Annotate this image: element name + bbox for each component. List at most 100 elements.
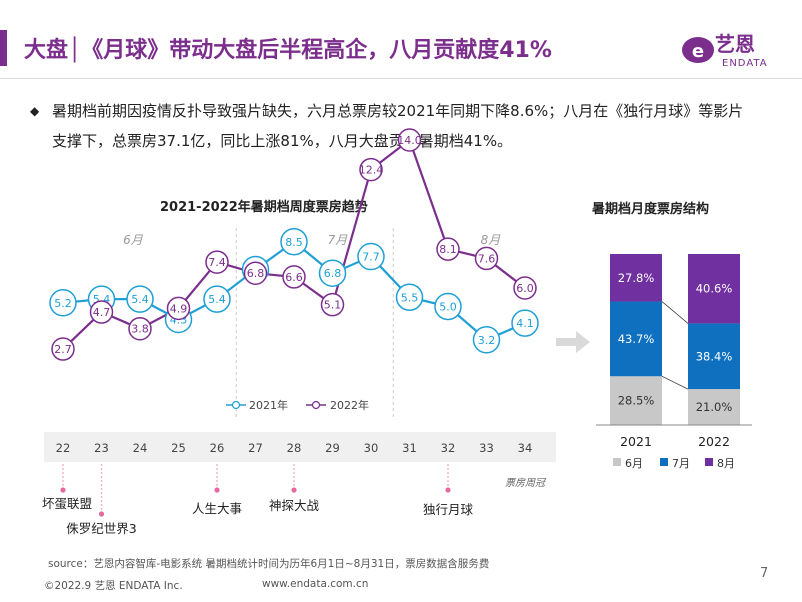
- champion-marker: [60, 487, 66, 493]
- week-tick-label: 28: [287, 441, 302, 455]
- category-label: 2021: [620, 434, 652, 449]
- title-accent-bar: [0, 30, 7, 66]
- diamond-bullet-icon: ◆: [30, 104, 40, 118]
- week-axis-caption: 票房周冠: [505, 477, 547, 489]
- data-label: 5.0: [439, 301, 457, 314]
- week-tick-label: 30: [364, 441, 379, 455]
- week-tick-label: 33: [479, 441, 494, 455]
- segment-label: 21.0%: [696, 400, 733, 414]
- data-label: 6.0: [516, 282, 534, 295]
- data-point: [397, 128, 422, 152]
- data-label: 2.7: [54, 343, 72, 356]
- week-tick-label: 34: [518, 441, 533, 455]
- week-axis-band: [44, 432, 556, 462]
- champion-film-label: 独行月球: [423, 502, 474, 517]
- logo-subtext: ENDATA: [722, 58, 768, 69]
- data-point: [395, 283, 424, 311]
- data-point: [511, 309, 539, 337]
- data-label: 7.4: [208, 256, 226, 269]
- endata-logo-icon: e: [682, 37, 714, 63]
- data-point: [280, 228, 308, 256]
- segment-label: 43.7%: [618, 332, 655, 346]
- legend-swatch: [613, 458, 621, 466]
- stacked-bar-segment: [688, 254, 740, 324]
- champion-marker: [291, 487, 297, 493]
- month-label: 6月: [123, 233, 144, 247]
- header-divider: [0, 78, 802, 79]
- chevron-right-icon: [556, 331, 590, 353]
- category-label: 2022: [698, 434, 730, 449]
- data-label: 5.1: [324, 299, 342, 312]
- data-label: 5.5: [401, 291, 419, 304]
- data-label: 8.1: [439, 243, 457, 256]
- segment-connector: [661, 301, 689, 324]
- champion-marker: [445, 487, 451, 493]
- data-point: [474, 246, 499, 271]
- legend-label: 7月: [672, 457, 690, 470]
- data-label: 4.1: [516, 317, 534, 330]
- stacked-bar-segment: [610, 254, 662, 302]
- champion-film-label: 神探大战: [269, 498, 320, 513]
- week-tick-label: 32: [441, 441, 456, 455]
- svg-text:e: e: [692, 41, 704, 62]
- week-tick-label: 31: [402, 441, 417, 455]
- data-point: [243, 261, 268, 285]
- data-point: [282, 265, 306, 289]
- data-label: 7.7: [362, 251, 380, 264]
- data-label: 4.7: [93, 306, 111, 319]
- line-chart-title: 2021-2022年暑期档周度票房趋势: [160, 200, 368, 215]
- data-label: 6.8: [324, 267, 342, 280]
- data-label: 5.4: [208, 293, 226, 306]
- data-point: [89, 300, 114, 324]
- champion-film-label: 人生大事: [192, 501, 242, 516]
- legend-swatch: [705, 458, 713, 466]
- data-point: [357, 242, 385, 271]
- source-note: source：艺恩内容智库-电影系统 暑期档统计时间为历年6月1日~8月31日，…: [48, 558, 490, 570]
- segment-label: 40.6%: [696, 282, 733, 296]
- page-number: 7: [760, 566, 769, 581]
- month-label: 7月: [328, 233, 349, 247]
- data-label: 6.6: [285, 271, 303, 284]
- data-point: [318, 259, 347, 287]
- data-point: [205, 250, 229, 274]
- stacked-bar-segment: [688, 389, 740, 425]
- data-label: 3.2: [478, 334, 496, 347]
- bar-chart-title: 暑期档月度票房结构: [592, 202, 710, 217]
- summary-text: 暑期档前期因疫情反扑导致强片缺失，六月总票房较2021年同期下降8.6%；八月在…: [52, 102, 744, 150]
- week-tick-label: 25: [171, 441, 186, 455]
- data-label: 8.5: [285, 236, 303, 249]
- data-point: [472, 326, 501, 354]
- week-tick-label: 24: [133, 441, 148, 455]
- data-point: [128, 316, 152, 341]
- week-tick-label: 26: [210, 441, 225, 455]
- segment-label: 28.5%: [618, 394, 655, 408]
- data-label: 5.4: [131, 293, 149, 306]
- legend-label-2022: 2022年: [330, 398, 369, 412]
- website-link[interactable]: www.endata.com.cn: [262, 578, 369, 590]
- data-label: 14.0: [397, 134, 422, 147]
- champion-film-label: 侏罗纪世界3: [66, 521, 136, 536]
- logo-text: 艺恩: [715, 32, 755, 56]
- legend-swatch: [660, 458, 668, 466]
- data-point: [436, 237, 460, 261]
- data-label: 12.4: [359, 164, 384, 177]
- week-tick-label: 29: [325, 441, 340, 455]
- data-point: [166, 296, 191, 321]
- data-point: [51, 337, 75, 361]
- week-tick-label: 22: [56, 441, 71, 455]
- champion-marker: [98, 511, 105, 517]
- data-point: [434, 292, 462, 321]
- data-label: 4.9: [170, 302, 188, 315]
- legend-label-2021: 2021年: [249, 398, 288, 412]
- data-point: [49, 289, 77, 317]
- legend-label: 6月: [625, 457, 643, 470]
- legend-marker-2022: [311, 400, 321, 410]
- stacked-bar-segment: [688, 323, 740, 390]
- champion-marker: [214, 487, 220, 493]
- month-label: 8月: [481, 233, 502, 247]
- segment-label: 27.8%: [618, 271, 655, 285]
- data-point: [320, 292, 345, 317]
- data-label: 3.8: [131, 323, 149, 336]
- data-point: [126, 285, 154, 313]
- copyright: ©2022.9 艺恩 ENDATA Inc.: [44, 580, 183, 592]
